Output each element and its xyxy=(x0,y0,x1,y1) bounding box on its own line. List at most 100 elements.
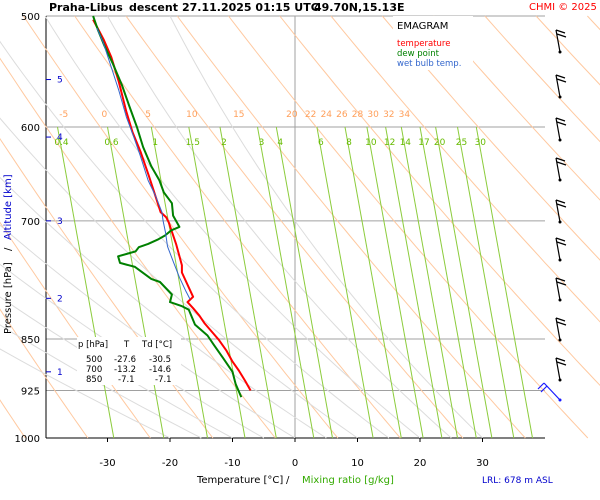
wind-barb-staff xyxy=(555,277,561,301)
data-table-box xyxy=(77,337,181,385)
wind-barb-flag xyxy=(556,241,567,246)
wind-barb-dot xyxy=(558,95,562,99)
mixing-ratio-label: 2 xyxy=(221,138,227,148)
altitude-tick-label: 5 xyxy=(57,76,63,86)
dry-adiabat-label: 34 xyxy=(399,110,411,120)
dry-adiabat xyxy=(330,15,600,323)
wind-barb-icon xyxy=(537,382,562,402)
table-row-t: -13.2 xyxy=(114,365,136,375)
wind-barb-icon xyxy=(555,317,567,342)
mixing-ratio-label: 0.6 xyxy=(104,138,119,148)
dry-adiabat-label: 15 xyxy=(233,110,244,120)
x-axis-label-sep: / xyxy=(286,475,290,486)
moist-adiabat xyxy=(107,15,452,439)
table-row-p: 500 xyxy=(86,355,102,365)
wind-barb-dot xyxy=(558,50,562,54)
wind-barbs xyxy=(537,29,567,402)
legend-dew-point: dew point xyxy=(397,49,440,59)
series-temperature-line xyxy=(92,19,252,391)
y-axis-label-sep: / xyxy=(3,247,14,251)
wind-barb-icon xyxy=(555,117,567,142)
wind-barb-icon xyxy=(555,199,567,224)
temperature-tick-label: -10 xyxy=(224,458,240,469)
series-wet-bulb-temp--line xyxy=(96,27,191,300)
header-copyright: CHMI © 2025 xyxy=(529,2,597,13)
wind-barb-icon xyxy=(555,157,567,182)
table-row-td: -30.5 xyxy=(149,355,171,365)
wind-barb-flag xyxy=(556,203,567,208)
wind-barb-staff xyxy=(555,237,561,261)
wind-barb-flag xyxy=(555,157,566,162)
mixing-ratio-label: 0.4 xyxy=(54,138,69,148)
mixing-ratio-label: 4 xyxy=(277,138,283,148)
wind-barb-icon xyxy=(555,74,567,99)
mixing-ratio-label: 25 xyxy=(456,138,467,148)
legend-wet-bulb: wet bulb temp. xyxy=(397,59,461,69)
moist-adiabat xyxy=(0,348,171,439)
legend-temperature: temperature xyxy=(397,39,450,49)
wind-barb-flag xyxy=(555,277,566,282)
pressure-tick-label: 500 xyxy=(21,12,40,23)
wind-barb-flag xyxy=(556,121,567,126)
mixing-ratio-line xyxy=(316,126,374,439)
table-row-td: -14.6 xyxy=(149,365,171,375)
wind-barb-staff xyxy=(555,357,561,381)
wind-barb-dot xyxy=(558,338,562,342)
wind-barb-flag xyxy=(537,382,545,390)
mixing-ratio-line xyxy=(419,126,477,439)
moist-adiabat xyxy=(0,117,358,439)
wind-barb-flag xyxy=(555,317,566,322)
table-header-td: Td [°C] xyxy=(141,340,172,350)
mixing-ratio-line xyxy=(475,126,533,439)
y-axis-title: Pressure [hPa] / Altitude [km] xyxy=(3,174,14,334)
wind-barb-dot xyxy=(558,220,562,224)
mixing-ratio-label: 14 xyxy=(400,138,412,148)
mixing-ratio-line xyxy=(219,126,277,439)
table-row-p: 850 xyxy=(86,375,102,385)
wind-barb-flag xyxy=(555,199,566,204)
mixing-ratio-label: 20 xyxy=(434,138,446,148)
mixing-ratio-label: 3 xyxy=(259,138,265,148)
header-datetime: 27.11.2025 01:15 UTC xyxy=(182,1,319,14)
mixing-ratio-line xyxy=(400,126,458,439)
temperature-tick-label: 0 xyxy=(292,458,298,469)
table-header-t: T xyxy=(123,340,130,350)
y-axis-label-pressure: Pressure [hPa] xyxy=(3,262,14,334)
temperature-tick-label: -30 xyxy=(99,458,115,469)
mixing-ratio-label: 1 xyxy=(152,138,158,148)
y-axis-label-altitude: Altitude [km] xyxy=(3,174,14,240)
mixing-ratio-label: 8 xyxy=(346,138,352,148)
wind-barb-flag xyxy=(540,385,548,393)
wind-barb-flag xyxy=(556,321,567,326)
wind-barb-dot xyxy=(558,258,562,262)
dry-adiabat-label: 28 xyxy=(352,110,364,120)
wind-barb-dot xyxy=(558,378,562,382)
wind-barb-flag xyxy=(555,357,566,362)
dry-adiabat xyxy=(381,15,600,261)
series-dew-point-line xyxy=(92,15,243,398)
legend-title: EMAGRAM xyxy=(397,21,448,32)
altitude-tick-label: 4 xyxy=(57,133,63,143)
pressure-tick-label: 925 xyxy=(21,387,40,398)
mixing-ratio-label: 30 xyxy=(475,138,487,148)
mixing-ratio-label: 17 xyxy=(418,138,429,148)
dry-adiabat xyxy=(0,57,276,439)
wind-barb-icon xyxy=(555,277,567,302)
wind-barb-flag xyxy=(556,78,567,83)
dry-adiabat-label: 24 xyxy=(321,110,333,120)
pressure-tick-label: 600 xyxy=(21,123,40,134)
mixing-ratio-line xyxy=(366,126,424,439)
altitude-tick-label: 1 xyxy=(57,368,63,378)
pressure-tick-label: 700 xyxy=(21,217,40,228)
dry-adiabat xyxy=(0,308,89,439)
wind-barb-dot xyxy=(558,298,562,302)
dry-adiabat-label: 22 xyxy=(305,110,316,120)
header-station: Praha-Libus xyxy=(49,1,123,14)
legend-box xyxy=(393,16,473,70)
moist-adiabat xyxy=(169,15,483,439)
mixing-ratio-layer: 0.4 0.6 1 1.5 2 3 4 6 8 10 12 14 17 20 25 30 xyxy=(54,126,533,439)
dry-adiabat xyxy=(176,15,526,439)
wind-barb-staff xyxy=(555,317,561,341)
